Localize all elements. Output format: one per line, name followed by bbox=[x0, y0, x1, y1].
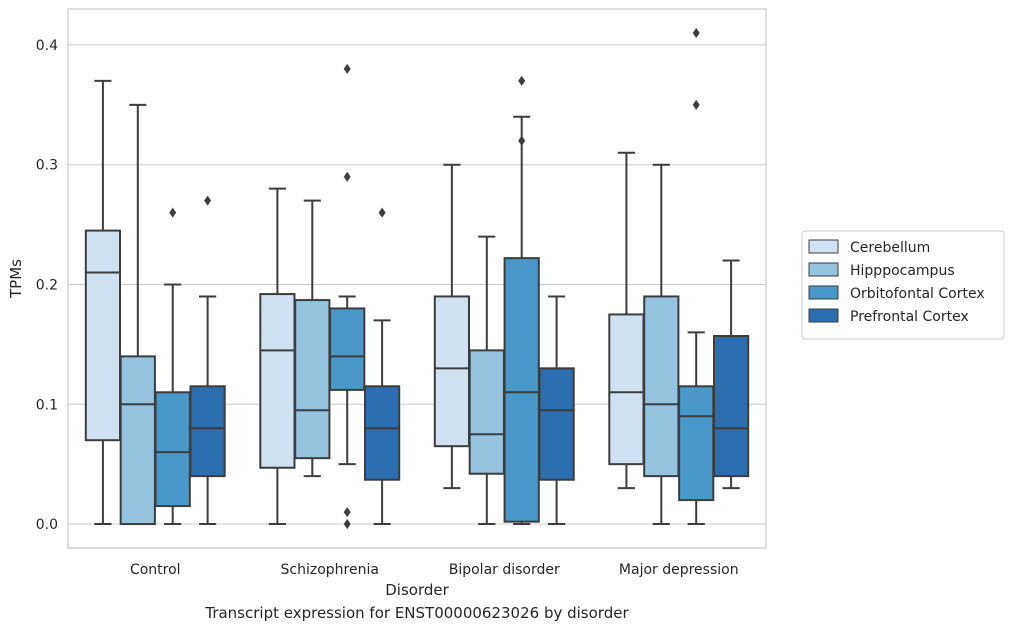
x-tick-label: Schizophrenia bbox=[281, 562, 379, 578]
legend-swatch bbox=[808, 308, 839, 323]
box bbox=[329, 307, 366, 391]
box bbox=[154, 391, 191, 508]
legend-entry-label: Hipppocampus bbox=[850, 263, 955, 279]
x-tick-label: Bipolar disorder bbox=[449, 562, 560, 578]
box bbox=[538, 367, 575, 481]
box bbox=[84, 229, 122, 442]
y-tick-label: 0.2 bbox=[36, 277, 58, 293]
outlier-point bbox=[343, 63, 351, 74]
legend-swatch bbox=[808, 262, 839, 277]
y-tick-label: 0.0 bbox=[36, 517, 58, 533]
outlier-point bbox=[204, 195, 212, 206]
legend-entry-label: Prefrontal Cortex bbox=[850, 309, 969, 325]
box bbox=[363, 385, 401, 481]
x-tick-label: Control bbox=[130, 562, 181, 578]
x-tick-label: Major depression bbox=[619, 562, 739, 578]
axes-layer: 0.0 0.1 0.2 0.3 0.4 Control Schizophrenia Bipol… bbox=[7, 8, 767, 599]
x-axis-label: Disorder bbox=[385, 581, 449, 599]
box bbox=[712, 334, 750, 478]
legend-swatch bbox=[808, 239, 839, 254]
plot-frame bbox=[67, 8, 767, 549]
y-tick-label: 0.3 bbox=[36, 158, 58, 174]
outlier-point bbox=[518, 75, 526, 86]
legend: Cerebellum Hipppocampus Orbitofontal Corte… bbox=[801, 230, 1005, 340]
outlier-point bbox=[378, 207, 386, 218]
box bbox=[259, 293, 296, 469]
legend-entry-label: Cerebellum bbox=[850, 240, 930, 256]
box bbox=[119, 355, 156, 526]
boxes-layer bbox=[84, 27, 750, 530]
outlier-point bbox=[169, 207, 177, 218]
box bbox=[608, 313, 645, 466]
outlier-point bbox=[343, 507, 351, 518]
box bbox=[643, 295, 680, 478]
outlier-point bbox=[692, 27, 700, 38]
y-tick-label: 0.4 bbox=[36, 38, 58, 54]
y-tick-label: 0.1 bbox=[36, 397, 58, 413]
box bbox=[294, 299, 331, 460]
box bbox=[189, 385, 226, 478]
outlier-point bbox=[343, 519, 351, 530]
box bbox=[433, 295, 471, 448]
box bbox=[678, 385, 715, 502]
y-axis-label: TPMs bbox=[7, 259, 25, 299]
legend-swatch bbox=[808, 285, 839, 300]
outlier-point bbox=[692, 99, 700, 110]
figure-caption: Transcript expression for ENST0000062302… bbox=[205, 604, 629, 622]
legend-entry-label: Orbitofontal Cortex bbox=[850, 286, 985, 302]
box bbox=[503, 257, 540, 523]
legend-frame bbox=[801, 230, 1005, 340]
outlier-point bbox=[343, 171, 351, 182]
box bbox=[468, 349, 505, 475]
outlier-point bbox=[518, 135, 526, 146]
